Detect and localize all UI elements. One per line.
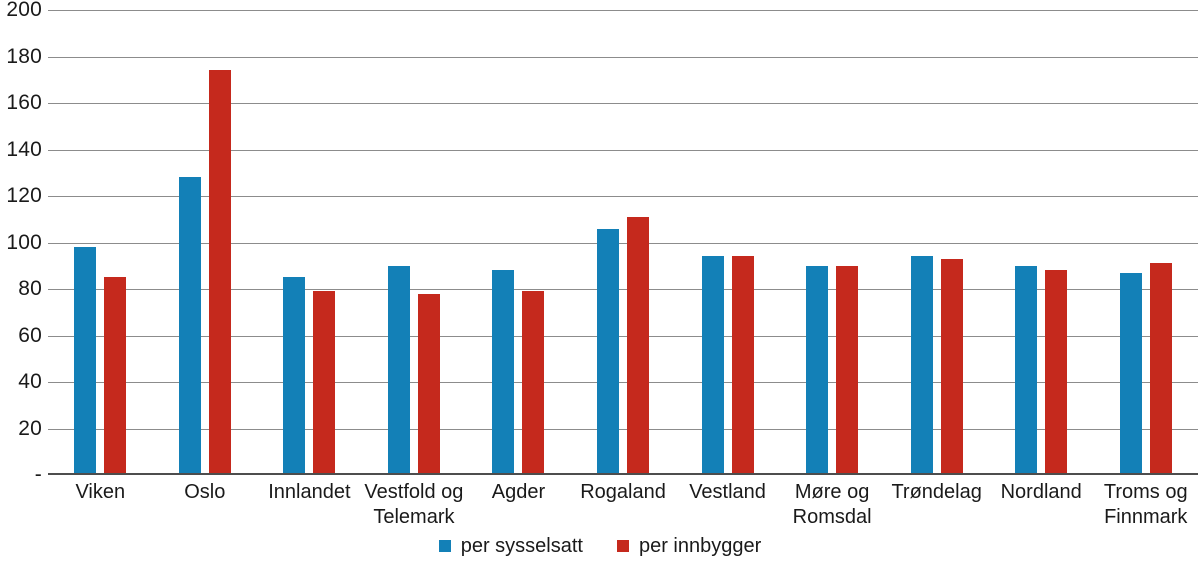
x-axis-label-rogaland: Rogaland xyxy=(580,481,666,503)
bar-group-innlandet xyxy=(257,10,362,475)
x-axis-label-viken: Viken xyxy=(75,481,126,503)
legend-swatch-icon-per-innbygger xyxy=(616,540,629,552)
bar-per-sysselsatt-troms-og-finnmark xyxy=(1119,272,1142,475)
legend-swatch-icon-per-sysselsatt xyxy=(438,540,451,552)
bar-group-agder xyxy=(466,10,571,475)
bar-per-sysselsatt-tr-ndelag xyxy=(910,256,933,475)
bar-group-tr-ndelag xyxy=(884,10,989,475)
bar-per-innbygger-rogaland xyxy=(627,216,649,475)
bar-per-innbygger-nordland xyxy=(1045,270,1068,475)
bar-per-sysselsatt-oslo xyxy=(178,177,201,475)
gridline-20 xyxy=(48,428,1198,430)
gridline-140 xyxy=(48,149,1198,151)
legend-label-per-innbygger: per innbygger xyxy=(638,535,762,557)
bar-per-innbygger-troms-og-finnmark xyxy=(1149,263,1172,475)
x-axis-label-tr-ndelag: Trøndelag xyxy=(891,481,982,503)
x-axis-label-m-re-og-romsdal: Møre og Romsdal xyxy=(792,481,872,528)
bar-per-innbygger-viken xyxy=(104,277,127,475)
y-tick-label-20: 20 xyxy=(18,416,42,440)
legend-item-per-sysselsatt: per sysselsatt xyxy=(438,534,583,558)
bar-per-innbygger-agder xyxy=(522,291,545,475)
bar-per-innbygger-tr-ndelag xyxy=(940,258,963,475)
bar-per-innbygger-oslo xyxy=(208,70,231,475)
gridline-60 xyxy=(48,335,1198,337)
legend-item-per-innbygger: per innbygger xyxy=(616,534,762,558)
bar-per-sysselsatt-innlandet xyxy=(283,277,306,475)
y-tick-label-100: 100 xyxy=(6,230,42,254)
y-tick-label-60: 60 xyxy=(18,323,42,347)
y-tick-label-120: 120 xyxy=(6,184,42,207)
bars-container xyxy=(48,10,1198,475)
y-tick-label-180: 180 xyxy=(6,44,42,68)
plot-area xyxy=(48,10,1198,475)
bar-group-vestland xyxy=(675,10,780,475)
legend-label-per-sysselsatt: per sysselsatt xyxy=(460,535,583,557)
bar-per-sysselsatt-vestland xyxy=(701,256,724,475)
x-axis-baseline xyxy=(48,473,1198,475)
x-axis-label-troms-og-finnmark: Troms og Finnmark xyxy=(1103,481,1188,528)
x-axis-label-vestfold-og-telemark: Vestfold og Telemark xyxy=(364,481,464,528)
gridline-100 xyxy=(48,242,1198,244)
y-tick-label-40: 40 xyxy=(18,370,42,393)
bar-group-nordland xyxy=(989,10,1094,475)
bar-per-sysselsatt-viken xyxy=(74,247,97,475)
x-axis-label-oslo: Oslo xyxy=(184,481,226,503)
bar-per-sysselsatt-nordland xyxy=(1015,265,1038,475)
bar-group-oslo xyxy=(153,10,258,475)
y-tick-label-160: 160 xyxy=(6,91,42,114)
bar-group-troms-og-finnmark xyxy=(1093,10,1198,475)
bar-per-innbygger-vestland xyxy=(731,256,754,475)
y-tick-label-140: 140 xyxy=(6,137,42,161)
y-axis: 200 180 160 140 120 100 80 60 40 20 - xyxy=(0,0,42,486)
y-tick-label-zero: - xyxy=(34,463,42,486)
bar-per-innbygger-m-re-og-romsdal xyxy=(836,265,859,475)
x-axis-labels: Viken Oslo Innlandet Vestfold og Telemark Ag… xyxy=(48,480,1198,530)
gridline-200 xyxy=(48,10,1198,11)
bar-group-vestfold-og-telemark xyxy=(362,10,467,475)
gridline-160 xyxy=(48,103,1198,104)
x-axis-label-innlandet: Innlandet xyxy=(268,481,351,503)
bar-group-rogaland xyxy=(571,10,676,475)
bar-per-sysselsatt-agder xyxy=(492,270,515,475)
y-tick-label-80: 80 xyxy=(18,277,42,300)
legend: per sysselsatt per innbygger xyxy=(0,534,1200,558)
bar-per-innbygger-innlandet xyxy=(313,291,336,475)
bar-per-innbygger-vestfold-og-telemark xyxy=(417,293,440,475)
bar-group-viken xyxy=(48,10,153,475)
x-axis-label-agder: Agder xyxy=(491,481,546,503)
y-tick-label-200: 200 xyxy=(6,0,42,21)
x-axis-label-vestland: Vestland xyxy=(689,481,766,503)
bar-per-sysselsatt-vestfold-og-telemark xyxy=(387,265,410,475)
gridline-80 xyxy=(48,289,1198,290)
bar-per-sysselsatt-rogaland xyxy=(597,228,619,475)
x-axis-label-nordland: Nordland xyxy=(1000,481,1082,503)
bar-group-m-re-og-romsdal xyxy=(780,10,885,475)
bar-per-sysselsatt-m-re-og-romsdal xyxy=(806,265,829,475)
gridline-180 xyxy=(48,56,1198,58)
gridline-40 xyxy=(48,382,1198,383)
gridline-120 xyxy=(48,196,1198,197)
